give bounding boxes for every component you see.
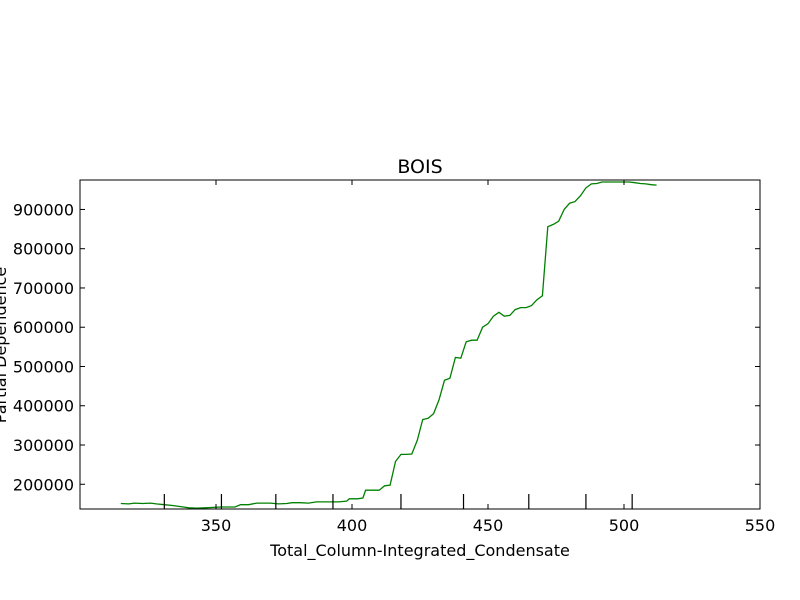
rug-marks (163, 494, 633, 509)
y-tick-label: 300000 (13, 436, 74, 455)
y-tick-label: 500000 (13, 357, 74, 376)
x-axis-label: Total_Column-Integrated_Condensate (269, 541, 570, 561)
series-line (120, 181, 657, 509)
y-tick-label: 600000 (13, 318, 74, 337)
y-tick-label: 700000 (13, 279, 74, 298)
y-axis-label: Partial Dependence (0, 267, 10, 423)
y-tick-label: 400000 (13, 397, 74, 416)
y-tick-label: 200000 (13, 475, 74, 494)
x-tick-label: 350 (201, 516, 232, 535)
y-axis-ticks: 200000 300000 400000 500000 600000 700000 8000… (13, 200, 760, 494)
y-tick-label: 800000 (13, 240, 74, 259)
plot-area (79, 179, 761, 510)
x-tick-label: 550 (745, 516, 776, 535)
y-tick-label: 900000 (13, 200, 74, 219)
x-tick-label: 450 (473, 516, 504, 535)
chart-title: BOIS (397, 156, 442, 178)
x-axis-ticks: 350 400 450 500 550 (201, 180, 776, 535)
x-tick-label: 400 (337, 516, 368, 535)
plot-frame (79, 179, 761, 510)
x-tick-label: 500 (609, 516, 640, 535)
